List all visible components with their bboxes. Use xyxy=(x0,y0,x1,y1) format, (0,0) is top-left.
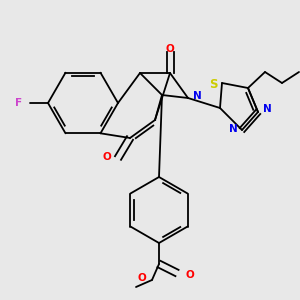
Text: N: N xyxy=(229,124,238,134)
Text: S: S xyxy=(209,78,218,91)
Text: O: O xyxy=(166,44,174,54)
Text: O: O xyxy=(102,152,111,162)
Text: O: O xyxy=(137,273,146,283)
Text: O: O xyxy=(185,270,194,280)
Text: N: N xyxy=(193,91,202,101)
Text: F: F xyxy=(15,98,22,108)
Text: N: N xyxy=(263,104,272,114)
